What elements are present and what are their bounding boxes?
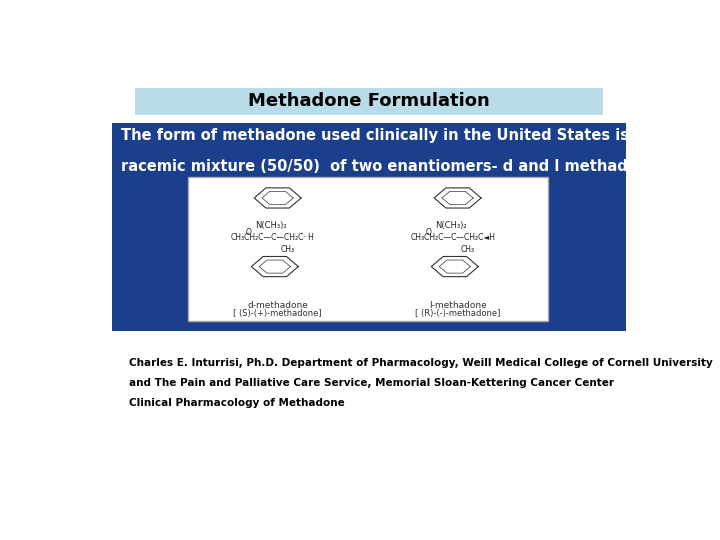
Text: CH₃: CH₃ bbox=[460, 245, 474, 254]
Text: l-methadone: l-methadone bbox=[428, 301, 487, 310]
Text: CH₃CH₂C—C—CH₂C◄H: CH₃CH₂C—C—CH₂C◄H bbox=[410, 233, 495, 242]
Text: and The Pain and Palliative Care Service, Memorial Sloan-Kettering Cancer Center: and The Pain and Palliative Care Service… bbox=[129, 378, 614, 388]
Bar bbox=[135, 87, 603, 114]
Bar bbox=[112, 123, 626, 331]
Text: N(CH₃)₂: N(CH₃)₂ bbox=[256, 221, 287, 231]
Text: N(CH₃)₂: N(CH₃)₂ bbox=[436, 221, 467, 231]
Text: CH₃CH₂C—C—CH₂C··H: CH₃CH₂C—C—CH₂C··H bbox=[230, 233, 314, 242]
Text: [ (R)-(-)-methadone]: [ (R)-(-)-methadone] bbox=[415, 308, 500, 318]
Text: O: O bbox=[246, 227, 251, 237]
Text: CH₃: CH₃ bbox=[280, 245, 294, 254]
Text: racemic mixture (50/50)  of two enantiomers- d and l methadone.: racemic mixture (50/50) of two enantiome… bbox=[121, 159, 664, 174]
Text: Methadone Formulation: Methadone Formulation bbox=[248, 92, 490, 110]
Text: Clinical Pharmacology of Methadone: Clinical Pharmacology of Methadone bbox=[129, 398, 345, 408]
Text: d-methadone: d-methadone bbox=[247, 301, 308, 310]
Text: Charles E. Inturrisi, Ph.D. Department of Pharmacology, Weill Medical College of: Charles E. Inturrisi, Ph.D. Department o… bbox=[129, 358, 713, 368]
Text: The form of methadone used clinically in the United States is a: The form of methadone used clinically in… bbox=[121, 128, 644, 143]
Text: [ (S)-(+)-methadone]: [ (S)-(+)-methadone] bbox=[233, 308, 322, 318]
Bar bbox=[188, 177, 547, 321]
Text: O: O bbox=[426, 227, 431, 237]
